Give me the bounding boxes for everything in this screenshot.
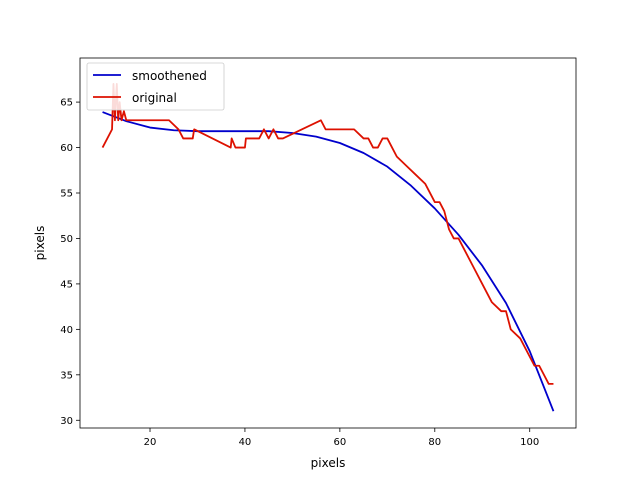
y-tick-label: 45: [60, 279, 73, 290]
y-tick-label: 60: [60, 143, 73, 154]
x-tick-label: 20: [144, 437, 157, 448]
series-line-smoothened: [102, 111, 555, 412]
x-tick-label: 80: [428, 437, 441, 448]
y-axis-ticks: 30 35 40 45 50 55 60 65: [60, 98, 80, 427]
x-tick-label: 60: [333, 437, 346, 448]
x-axis-label: pixels: [311, 456, 346, 470]
x-tick-label: 40: [239, 437, 252, 448]
legend-box: [86, 62, 225, 111]
legend: smoothened original: [86, 62, 225, 111]
x-tick-label: 100: [520, 437, 539, 448]
y-tick-label: 40: [60, 325, 73, 336]
y-tick-label: 50: [60, 234, 73, 245]
y-tick-label: 35: [60, 370, 73, 381]
y-tick-label: 30: [60, 416, 73, 427]
y-axis-label: pixels: [33, 226, 47, 261]
legend-label-original: original: [132, 91, 177, 105]
plot-lines: [101, 83, 555, 412]
y-tick-label: 55: [60, 189, 73, 200]
legend-label-smoothened: smoothened: [132, 69, 207, 83]
x-axis-ticks: 20 40 60 80 100: [144, 428, 539, 448]
plot-frame: [79, 57, 577, 429]
series-line-original: [101, 83, 554, 385]
y-tick-label: 65: [60, 98, 73, 109]
